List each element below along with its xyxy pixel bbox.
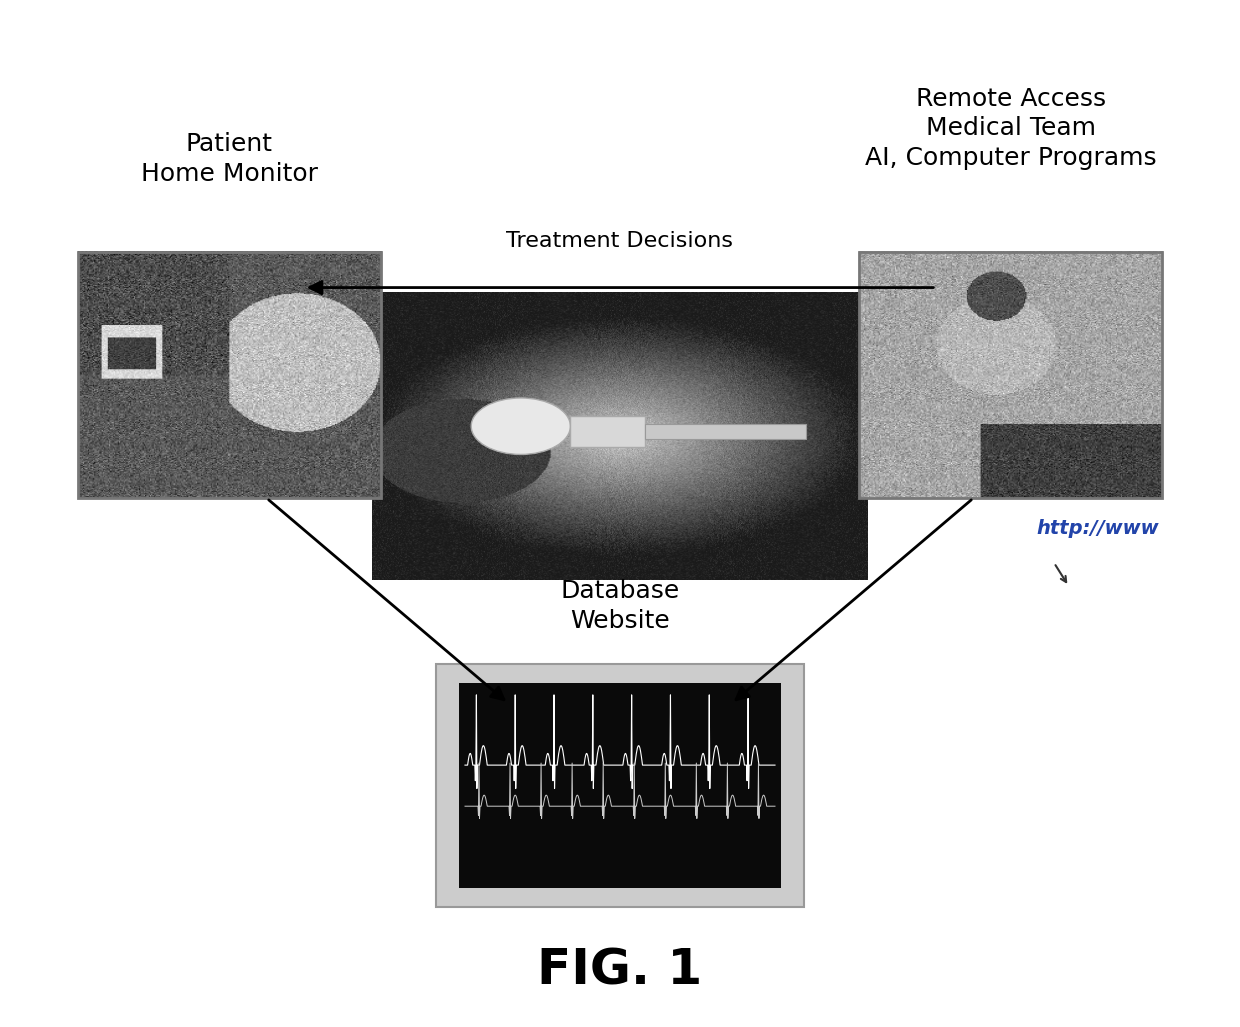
- Text: FIG. 1: FIG. 1: [537, 947, 703, 994]
- Bar: [436, 664, 804, 907]
- Text: http://www: http://www: [1037, 520, 1158, 538]
- Bar: [570, 416, 645, 447]
- Text: Remote Access
Medical Team
AI, Computer Programs: Remote Access Medical Team AI, Computer …: [864, 86, 1157, 170]
- Text: Database
Website: Database Website: [560, 579, 680, 633]
- Text: Treatment Decisions: Treatment Decisions: [506, 231, 734, 252]
- Bar: [77, 252, 382, 498]
- Bar: [858, 252, 1162, 498]
- Text: Patient
Home Monitor: Patient Home Monitor: [141, 132, 317, 186]
- Bar: [459, 683, 781, 888]
- Ellipse shape: [471, 398, 570, 454]
- Bar: [645, 424, 806, 439]
